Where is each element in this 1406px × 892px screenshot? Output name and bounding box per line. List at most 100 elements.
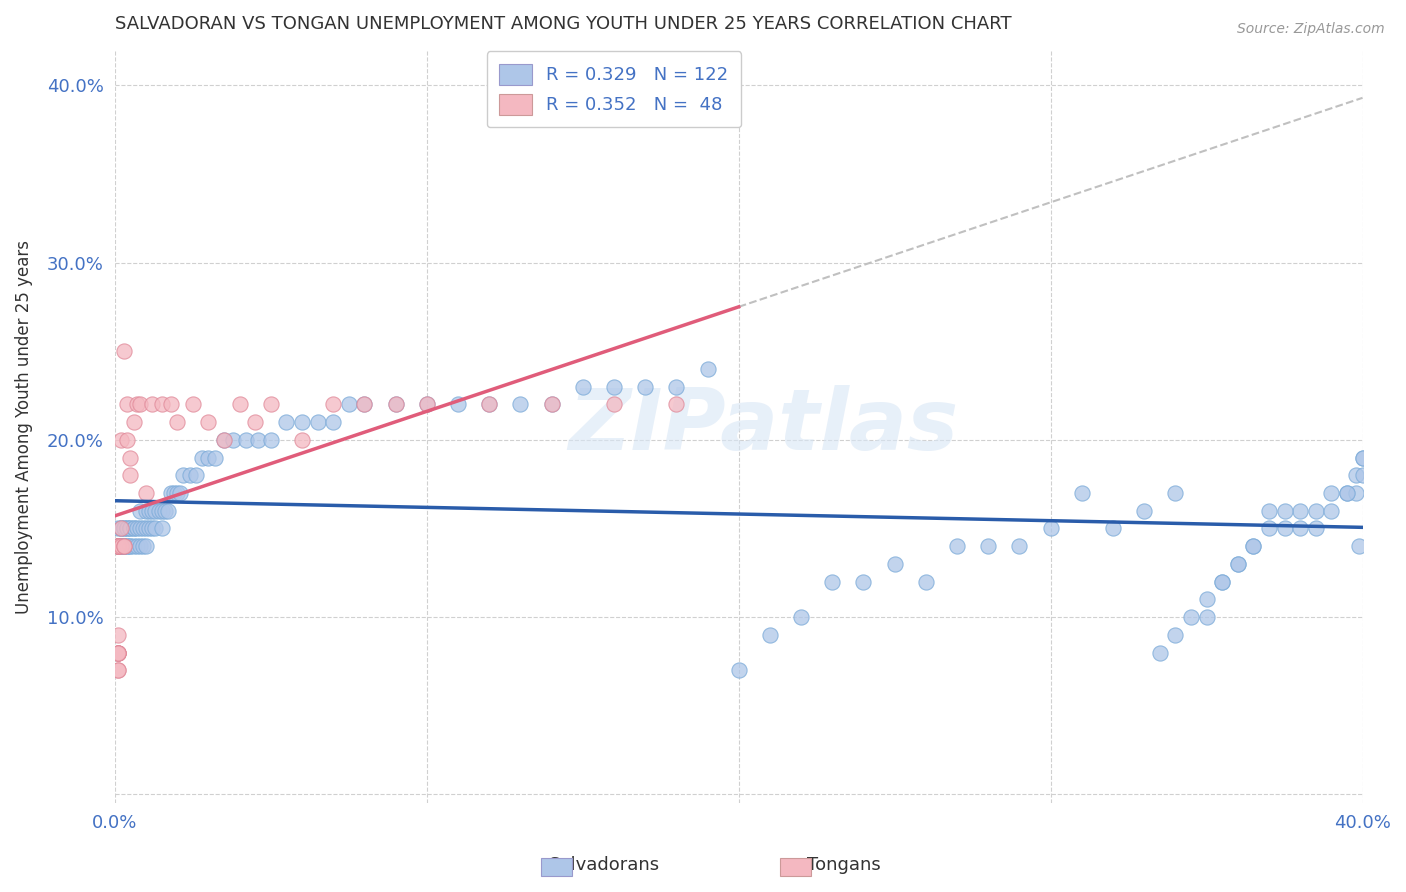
Point [138,521,160,535]
Point [1195,610,1218,624]
Point [107,539,129,553]
Point [156,504,179,518]
Point [122,415,145,429]
Point [1289,521,1312,535]
Point [540,397,562,411]
Point [665,397,688,411]
Point [337,397,360,411]
Point [416,397,439,411]
Point [696,362,718,376]
Point [384,397,406,411]
Text: Tongans: Tongans [807,856,880,874]
Point [247,433,270,447]
Point [112,539,135,553]
Point [384,397,406,411]
Point [447,397,470,411]
Point [163,486,186,500]
Point [222,433,245,447]
Point [1164,486,1187,500]
Point [117,539,139,553]
Point [120,521,142,535]
Point [141,397,163,411]
Point [112,521,135,535]
Point [1211,574,1233,589]
Point [132,521,155,535]
Point [132,539,155,553]
Point [1351,468,1374,483]
Point [322,397,344,411]
Point [1336,486,1358,500]
Point [107,539,129,553]
Point [191,450,214,465]
Point [571,379,593,393]
Point [1241,539,1264,553]
Point [107,539,129,553]
Point [117,397,139,411]
Point [107,646,129,660]
Point [125,521,148,535]
Point [110,539,132,553]
Point [110,521,132,535]
Point [110,539,132,553]
Point [1320,504,1343,518]
Point [946,539,969,553]
Point [107,663,129,677]
Text: Source: ZipAtlas.com: Source: ZipAtlas.com [1237,22,1385,37]
Point [790,610,813,624]
Point [235,433,257,447]
Text: ZIPatlas: ZIPatlas [568,385,959,468]
Point [181,397,204,411]
Point [665,379,688,393]
Point [245,415,267,429]
Point [120,521,142,535]
Point [128,397,150,411]
Point [112,539,135,553]
Point [260,397,283,411]
Point [852,574,875,589]
Point [150,397,173,411]
Point [145,521,167,535]
Point [110,539,132,553]
Point [135,521,157,535]
Point [125,397,148,411]
Point [603,397,626,411]
Point [322,415,344,429]
Point [1289,504,1312,518]
Point [122,521,145,535]
Point [107,646,129,660]
Point [1102,521,1125,535]
Point [107,539,129,553]
Point [166,486,188,500]
Point [1241,539,1264,553]
Point [1070,486,1092,500]
Point [307,415,329,429]
Point [135,486,157,500]
Point [110,539,132,553]
Point [1039,521,1062,535]
Point [1336,486,1358,500]
Point [128,521,150,535]
Point [117,521,139,535]
Point [1164,628,1187,642]
Point [120,468,142,483]
Point [125,539,148,553]
Point [212,433,235,447]
Point [135,504,157,518]
Point [204,450,226,465]
Point [107,539,129,553]
Point [107,646,129,660]
Point [353,397,375,411]
Text: SALVADORAN VS TONGAN UNEMPLOYMENT AMONG YOUTH UNDER 25 YEARS CORRELATION CHART: SALVADORAN VS TONGAN UNEMPLOYMENT AMONG … [115,15,1011,33]
Text: Salvadorans: Salvadorans [548,856,661,874]
Point [634,379,657,393]
Point [150,504,173,518]
Point [128,504,150,518]
Point [107,646,129,660]
Point [179,468,201,483]
Point [107,521,129,535]
Point [117,539,139,553]
Point [915,574,938,589]
Point [478,397,501,411]
Point [138,504,160,518]
Point [107,646,129,660]
